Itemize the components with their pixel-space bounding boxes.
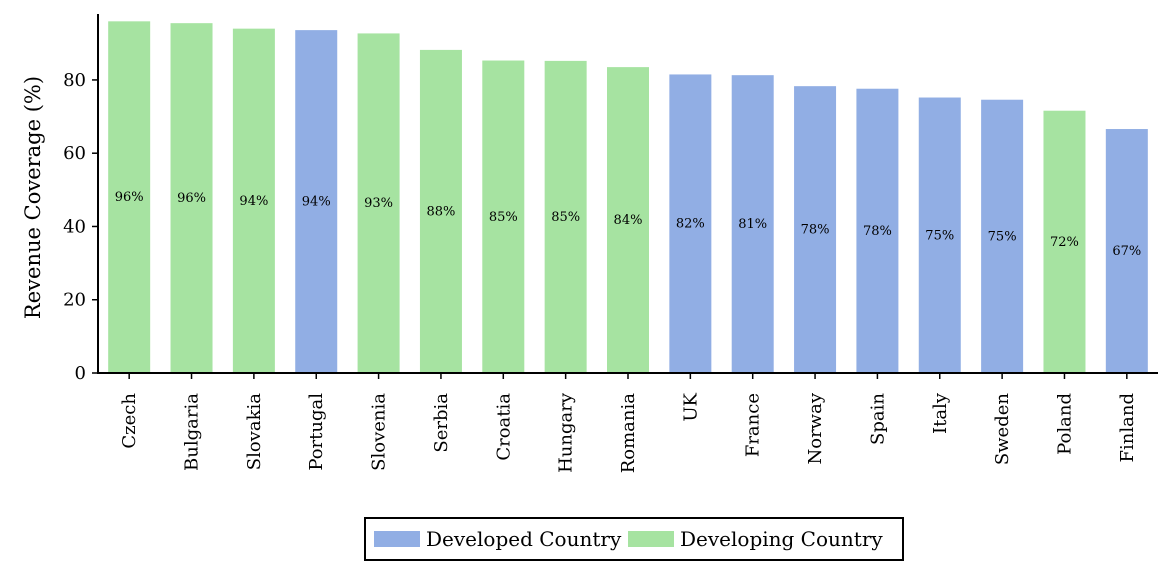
x-tick-label-romania: Romania [618,393,639,474]
bar-poland [1043,110,1086,373]
bar-label-poland: 72% [1050,235,1079,250]
x-tick-label-serbia: Serbia [431,393,452,453]
bar-label-norway: 78% [801,223,830,238]
y-ticks: 0 20 40 60 80 [63,70,98,384]
bar-label-france: 81% [738,217,767,232]
bar-label-finland: 67% [1112,244,1141,259]
y-tick-label-40: 40 [63,216,86,237]
x-tick-label-poland: Poland [1054,393,1075,455]
x-tick-label-portugal: Portugal [306,393,327,471]
bar-label-serbia: 88% [426,204,455,219]
bar-label-spain: 78% [863,224,892,239]
bar-romania [607,67,649,374]
y-tick-label-60: 60 [63,143,86,164]
x-tick-label-spain: Spain [867,393,888,445]
x-tick-label-uk: UK [680,392,701,421]
x-tick-label-czech: Czech [119,393,140,449]
bars-group [108,21,1148,374]
bar-value-labels: 96% 96% 94% 94% 93% 88% 85% 85% 84% 82% 81% 78% 78% 7… [115,190,1142,259]
x-tick-label-italy: Italy [930,392,951,434]
x-tick-label-slovenia: Slovenia [369,393,390,471]
x-tick-label-france: France [743,393,764,457]
legend-swatch-developed-country [374,531,420,547]
bar-spain [856,88,899,373]
legend: Developed Country Developing Country [364,517,904,561]
bar-uk [669,74,712,373]
y-tick-label-20: 20 [63,290,86,311]
bar-label-romania: 84% [614,213,643,228]
y-tick-label-80: 80 [63,70,86,91]
bar-portugal [295,30,338,373]
legend-label-developed-country: Developed Country [426,527,622,551]
bar-sweden [981,99,1024,374]
y-tick-label-0: 0 [75,363,86,384]
x-tick-label-bulgaria: Bulgaria [182,393,203,471]
bar-label-slovenia: 93% [364,196,393,211]
bar-label-uk: 82% [676,217,705,232]
bar-czech [108,21,151,373]
x-tick-label-hungary: Hungary [556,392,577,473]
bar-label-portugal: 94% [302,195,331,210]
bar-slovakia [232,28,275,373]
x-tick-label-slovakia: Slovakia [244,393,265,470]
bar-label-bulgaria: 96% [177,191,206,206]
y-axis-title: Revenue Coverage (%) [21,76,45,319]
bar-hungary [544,60,587,373]
bar-bulgaria [170,23,213,373]
bar-italy [918,97,961,373]
bar-finland [1105,129,1148,373]
bar-label-hungary: 85% [551,210,580,225]
legend-swatch-developing-country [628,531,674,547]
bar-label-croatia: 85% [489,210,518,225]
bar-serbia [419,49,462,374]
bar-label-italy: 75% [925,228,954,243]
bar-label-sweden: 75% [988,229,1017,244]
legend-label-developing-country: Developing Country [680,527,883,551]
x-tick-label-croatia: Croatia [493,393,514,461]
x-tick-label-norway: Norway [805,392,826,464]
x-ticks: Czech Bulgaria Slovakia Portugal Slovenia Ser… [119,373,1138,473]
bar-croatia [482,60,525,373]
x-tick-label-sweden: Sweden [992,393,1013,466]
bar-label-czech: 96% [115,190,144,205]
bar-label-slovakia: 94% [239,194,268,209]
x-tick-label-finland: Finland [1117,393,1138,462]
bar-norway [794,86,837,374]
bar-france [731,75,774,374]
bar-slovenia [357,33,400,373]
